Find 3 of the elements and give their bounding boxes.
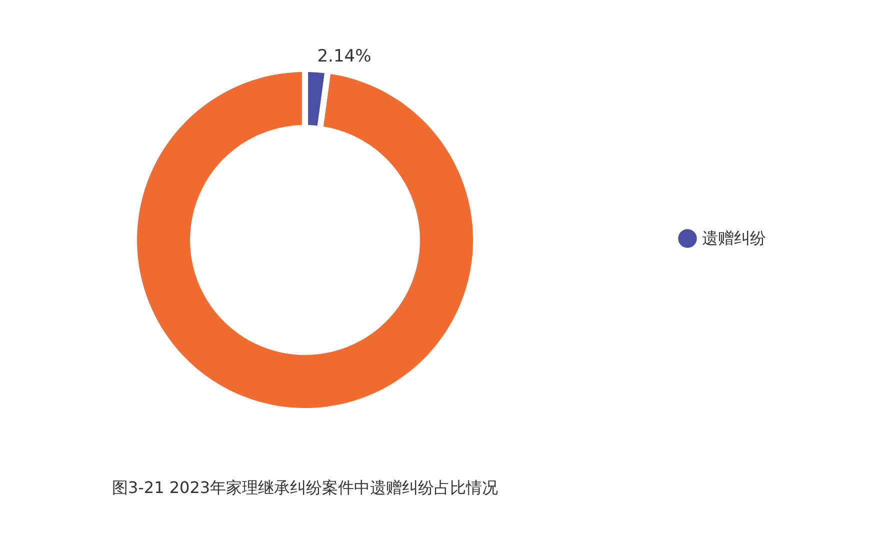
data-label: 2.14% xyxy=(317,46,372,66)
text: 图3-21 2023年家理继承纠纷案件中遗赠纠纷占比情况 xyxy=(112,478,498,497)
legend-label: 遗赠纠纷 xyxy=(702,228,766,248)
